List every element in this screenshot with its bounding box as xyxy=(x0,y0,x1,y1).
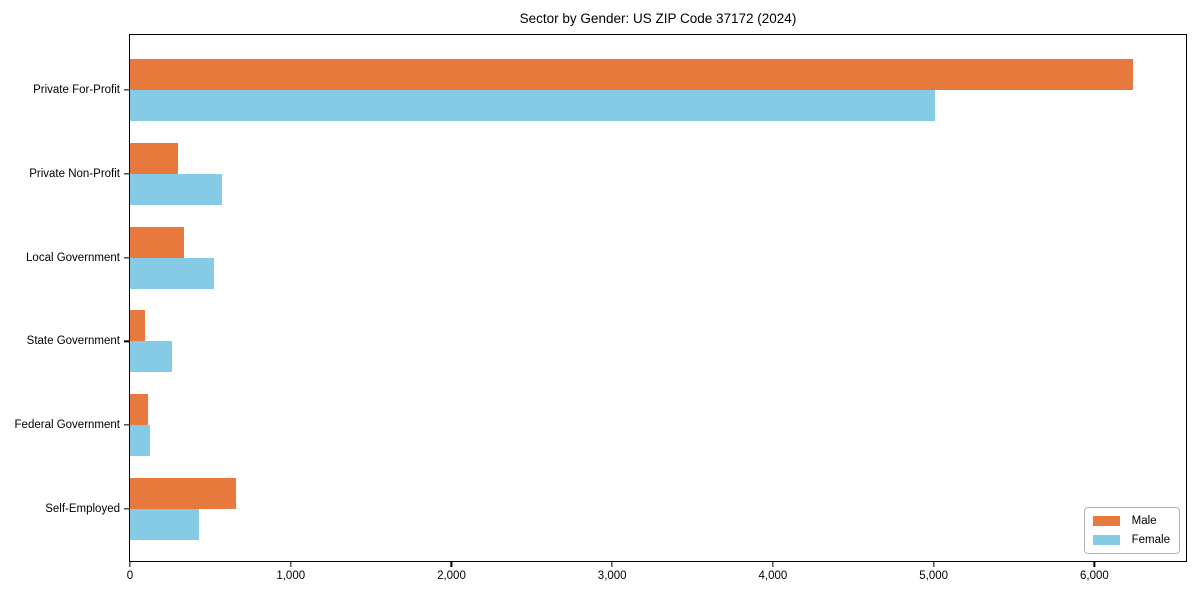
bar-female-3 xyxy=(130,341,172,373)
bar-female-4 xyxy=(130,425,151,457)
x-axis-label-2: 2,000 xyxy=(437,570,466,582)
legend-swatch-female xyxy=(1092,535,1120,545)
x-axis-label-0: 0 xyxy=(126,570,134,582)
x-axis-tick xyxy=(1093,561,1096,567)
x-axis-tick xyxy=(290,561,292,567)
y-axis-tick xyxy=(124,508,130,510)
y-axis-tick xyxy=(124,89,130,91)
bar-male-4 xyxy=(130,394,148,426)
y-axis-label-0: Private For-Profit xyxy=(33,84,120,96)
legend-label-male: Male xyxy=(1131,515,1157,527)
legend-item-male: Male xyxy=(1092,515,1170,527)
x-axis-label-5: 5,000 xyxy=(919,570,949,582)
x-axis-label-3: 3,000 xyxy=(597,570,627,582)
bar-male-0 xyxy=(130,59,1133,90)
y-axis-label-2: Local Government xyxy=(26,251,120,264)
legend-swatch-male xyxy=(1092,516,1120,526)
x-axis-tick xyxy=(611,561,613,567)
x-axis-tick xyxy=(450,561,453,567)
y-axis-label-4: Federal Government xyxy=(14,419,120,432)
legend-item-female: Female xyxy=(1092,534,1170,546)
bar-female-1 xyxy=(130,173,222,205)
y-axis-tick xyxy=(124,340,130,343)
legend-label-female: Female xyxy=(1131,534,1170,546)
y-axis-tick xyxy=(124,424,130,426)
x-axis-tick xyxy=(932,561,935,567)
y-axis-label-5: Self-Employed xyxy=(45,503,120,515)
y-axis-tick xyxy=(124,256,130,259)
x-axis-label-1: 1,000 xyxy=(276,570,306,582)
x-axis-tick xyxy=(772,561,774,567)
bar-male-1 xyxy=(130,142,179,174)
y-axis-label-1: Private Non-Profit xyxy=(29,167,120,180)
bar-male-2 xyxy=(130,226,184,258)
bar-female-0 xyxy=(130,90,936,121)
chart-title: Sector by Gender: US ZIP Code 37172 (202… xyxy=(519,11,797,26)
y-axis-tick xyxy=(124,173,130,175)
bar-male-5 xyxy=(130,478,237,509)
legend: Male Female xyxy=(1083,507,1180,554)
plot-area: Male Female Private For-Profit Private Non… xyxy=(15,34,1187,582)
x-axis-tick xyxy=(129,561,131,567)
x-axis-label-4: 4,000 xyxy=(758,570,788,582)
x-axis-label-6: 6,000 xyxy=(1079,570,1109,582)
bar-male-3 xyxy=(130,310,146,342)
bar-female-5 xyxy=(130,509,200,540)
y-axis-label-3: State Government xyxy=(26,335,120,348)
bar-female-2 xyxy=(130,257,214,289)
